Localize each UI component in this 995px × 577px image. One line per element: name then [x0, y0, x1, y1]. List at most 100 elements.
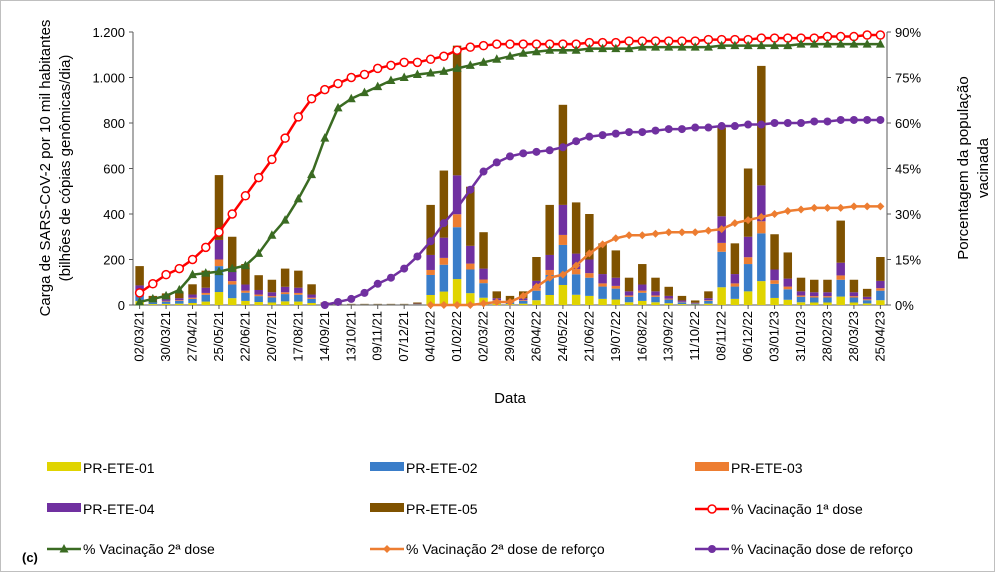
marker — [189, 256, 197, 264]
x-tick-label: 31/01/23 — [793, 311, 808, 362]
bar-segment — [797, 295, 805, 296]
bar-segment — [268, 296, 276, 297]
bar-segment — [228, 298, 236, 305]
bar-segment — [638, 291, 646, 293]
bar-segment — [532, 257, 540, 281]
marker — [599, 131, 607, 139]
bar-segment — [241, 293, 249, 301]
marker — [374, 64, 382, 72]
bar-segment — [770, 284, 778, 298]
bar-segment — [228, 271, 236, 281]
bar-segment — [770, 298, 778, 305]
bar-segment — [704, 301, 712, 304]
bar-segment — [479, 232, 487, 268]
bar-segment — [651, 302, 659, 305]
marker — [360, 289, 368, 297]
bar-segment — [598, 283, 606, 286]
marker — [268, 155, 276, 163]
marker — [387, 274, 395, 282]
x-tick-label: 24/05/22 — [555, 311, 570, 362]
legend-label: % Vacinação 1ª dose — [731, 501, 863, 517]
bar-segment — [440, 238, 448, 258]
x-tick-label: 28/02/23 — [819, 311, 834, 362]
bar-segment — [757, 281, 765, 305]
bar-segment — [294, 288, 302, 293]
marker — [493, 158, 501, 166]
bar-segment — [162, 304, 170, 305]
marker — [453, 46, 461, 54]
bar-segment — [678, 302, 686, 304]
x-tick-label: 16/08/22 — [634, 311, 649, 362]
bar-segment — [651, 297, 659, 302]
bar-segment — [532, 300, 540, 305]
bar-segment — [162, 301, 170, 302]
marker — [387, 61, 395, 69]
bar-segment — [678, 296, 686, 301]
bar-segment — [585, 278, 593, 296]
bar-segment — [479, 283, 487, 298]
marker — [321, 301, 329, 309]
marker — [678, 125, 686, 133]
marker — [440, 219, 448, 227]
x-tick-label: 06/12/22 — [740, 311, 755, 362]
bar-segment — [625, 302, 633, 305]
bar-segment — [876, 300, 884, 305]
bar-segment — [254, 296, 262, 302]
bar-segment — [175, 298, 183, 300]
y2-axis-title-line: vacinada — [975, 137, 992, 198]
y2-axis-title-line: Porcentagem da população — [955, 76, 972, 259]
legend-label: PR-ETE-02 — [406, 460, 478, 476]
bar-segment — [175, 304, 183, 305]
bar-segment — [598, 299, 606, 305]
marker — [215, 228, 223, 236]
x-axis-title: Data — [494, 390, 526, 407]
bar-segment — [612, 300, 620, 305]
marker — [427, 55, 435, 63]
bar-segment — [797, 291, 805, 295]
marker — [731, 122, 739, 130]
bar-segment — [202, 295, 210, 302]
bar-segment — [638, 301, 646, 305]
marker — [797, 119, 805, 127]
bar-segment — [545, 205, 553, 255]
marker — [744, 121, 752, 129]
bar-segment — [426, 205, 434, 255]
marker — [400, 265, 408, 273]
marker — [347, 74, 355, 82]
x-tick-label: 29/03/22 — [502, 311, 517, 362]
bar-segment — [863, 303, 871, 305]
marker — [466, 43, 474, 51]
bar-segment — [850, 296, 858, 297]
marker — [519, 149, 527, 157]
marker — [281, 134, 289, 142]
bar-segment — [744, 237, 752, 257]
bar-segment — [149, 304, 157, 305]
marker — [506, 40, 514, 48]
bar-segment — [744, 291, 752, 305]
bar-segment — [175, 301, 183, 304]
bar-segment — [254, 275, 262, 290]
legend-swatch — [370, 503, 404, 512]
bar-segment — [810, 292, 818, 296]
bar-segment — [797, 302, 805, 305]
marker — [506, 152, 514, 160]
bar-segment — [559, 205, 567, 235]
bar-segment — [691, 304, 699, 305]
x-tick-label: 02/03/21 — [132, 311, 147, 362]
bar-segment — [651, 295, 659, 296]
bar-segment — [241, 301, 249, 305]
marker — [255, 174, 263, 182]
marker — [625, 128, 633, 136]
bar-segment — [744, 264, 752, 291]
bar-segment — [836, 221, 844, 263]
bar-segment — [731, 299, 739, 305]
legend-swatch — [370, 462, 404, 471]
bar-segment — [784, 252, 792, 278]
bar-segment — [876, 281, 884, 288]
bar-segment — [188, 284, 196, 294]
legend-label: % Vacinação dose de reforço — [731, 541, 913, 557]
marker — [718, 122, 726, 130]
bar-segment — [731, 274, 739, 283]
x-tick-label: 25/05/21 — [211, 311, 226, 362]
marker — [850, 116, 858, 124]
